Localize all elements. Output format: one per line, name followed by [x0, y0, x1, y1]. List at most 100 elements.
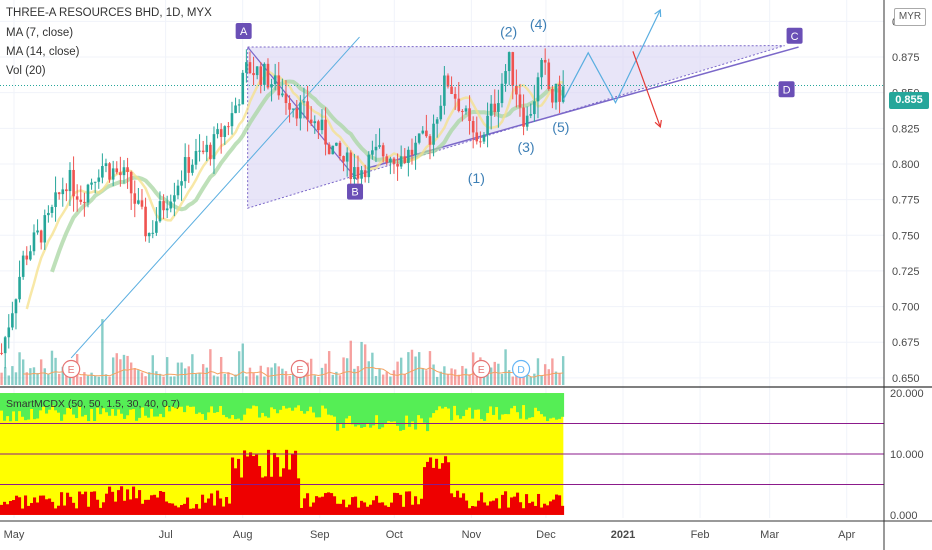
- candle-body: [295, 108, 299, 119]
- point-badge-label: A: [240, 26, 248, 38]
- volume-bar: [101, 319, 104, 385]
- candle-body: [270, 84, 273, 88]
- indicator-green-bar: [441, 393, 445, 409]
- indicator-green-bar: [285, 393, 289, 409]
- indicator-green-bar: [309, 393, 313, 407]
- volume-bar: [201, 364, 205, 385]
- candle-body: [245, 62, 248, 73]
- candle-body: [345, 152, 349, 162]
- indicator-red-bar: [552, 499, 556, 515]
- volume-bar: [129, 362, 133, 385]
- indicator-green-bar: [96, 393, 100, 408]
- indicator-red-bar: [195, 504, 199, 515]
- candle-layer: [0, 48, 565, 369]
- indicator-red-bar: [540, 507, 544, 515]
- indicator-red-bar: [237, 458, 241, 515]
- indicator-red-bar: [51, 501, 55, 515]
- indicator-green-bar: [90, 393, 94, 409]
- point-badge: [347, 183, 364, 200]
- candle-body: [363, 170, 367, 178]
- volume-bar: [302, 374, 306, 385]
- volume-bar: [396, 361, 399, 385]
- indicator-red-bar: [471, 505, 475, 515]
- candle-body: [443, 75, 446, 106]
- indicator-red-bar: [546, 505, 550, 515]
- indicator-red-bar: [369, 504, 373, 515]
- indicator-green-bar: [231, 393, 235, 415]
- volume-bar: [353, 368, 356, 385]
- volume-bar: [273, 363, 277, 385]
- candle-body: [263, 63, 266, 85]
- indicator-green-bar: [54, 393, 58, 411]
- indicator-green-bar: [81, 393, 85, 417]
- volume-bar: [313, 375, 316, 385]
- indicator-red-bar: [15, 495, 19, 515]
- indicator-green-bar: [189, 393, 193, 407]
- indicator-red-bar: [9, 500, 13, 515]
- candle-body: [309, 119, 313, 124]
- indicator-green-bar: [75, 393, 79, 419]
- time-tick-label: Aug: [233, 529, 253, 541]
- candle-body: [313, 121, 317, 124]
- indicator-red-bar: [534, 505, 538, 515]
- candle-body: [497, 103, 500, 112]
- indicator-green-bar: [552, 393, 556, 418]
- volume-bar: [493, 361, 496, 385]
- currency-label[interactable]: MYR: [894, 8, 926, 26]
- indicator-green-bar: [519, 393, 523, 419]
- indicator-red-bar: [48, 498, 52, 515]
- indicator-red-bar: [312, 502, 316, 515]
- indicator-green-bar: [324, 393, 328, 409]
- indicator-green-bar: [414, 393, 418, 430]
- indicator-red-bar: [246, 456, 250, 515]
- candle-body: [11, 313, 14, 328]
- price-tick-label: 0.725: [892, 266, 920, 278]
- event-marker-label: E: [68, 364, 75, 376]
- candle-body: [353, 167, 356, 180]
- indicator-red-bar: [54, 508, 58, 515]
- volume-bar: [371, 352, 374, 385]
- candle-body: [403, 156, 407, 163]
- indicator-green-bar: [210, 393, 214, 407]
- indicator-green-bar: [330, 393, 334, 416]
- event-marker: [62, 359, 81, 379]
- volume-bar: [194, 373, 198, 385]
- candle-body: [252, 73, 255, 76]
- volume-bar: [72, 376, 75, 385]
- indicator-red-bar: [492, 500, 496, 515]
- annotation-layer: A B C D (1) (2) (3) (4) (5) E E E D: [0, 8, 884, 379]
- indicator-green-bar: [186, 393, 190, 406]
- indicator-red-bar: [429, 457, 433, 515]
- indicator-red-bar: [33, 497, 37, 515]
- indicator-red-bar: [498, 508, 502, 515]
- volume-bar: [425, 370, 428, 385]
- volume-bar: [270, 367, 273, 385]
- indicator-green-bar: [450, 393, 454, 421]
- indicator-green-bar: [138, 393, 142, 418]
- indicator-green-bar: [549, 393, 553, 419]
- volume-bar: [284, 371, 288, 385]
- candle-body: [155, 221, 158, 233]
- candle-body: [32, 232, 36, 252]
- indicator-green-bar: [282, 393, 286, 406]
- indicator-red-bar: [453, 497, 457, 515]
- indicator-green-bar: [246, 393, 250, 409]
- volume-bar: [50, 350, 54, 385]
- indicator-red-bar: [213, 505, 217, 515]
- indicator-red-bar: [381, 502, 385, 515]
- volume-bar: [104, 374, 108, 385]
- candle-body: [367, 154, 371, 178]
- indicator-red-bar: [303, 498, 307, 515]
- volume-bar: [464, 368, 468, 385]
- indicator-red-bar: [465, 500, 469, 515]
- volume-bar: [335, 371, 338, 385]
- indicator-red-bar: [513, 496, 517, 515]
- volume-bar: [61, 366, 64, 385]
- indicator-red-bar: [489, 501, 493, 515]
- indicator-red-bar: [438, 468, 442, 515]
- candle-body: [234, 105, 237, 114]
- indicator-green-bar: [99, 393, 103, 415]
- candle-body: [385, 156, 389, 163]
- candle-body: [54, 192, 57, 207]
